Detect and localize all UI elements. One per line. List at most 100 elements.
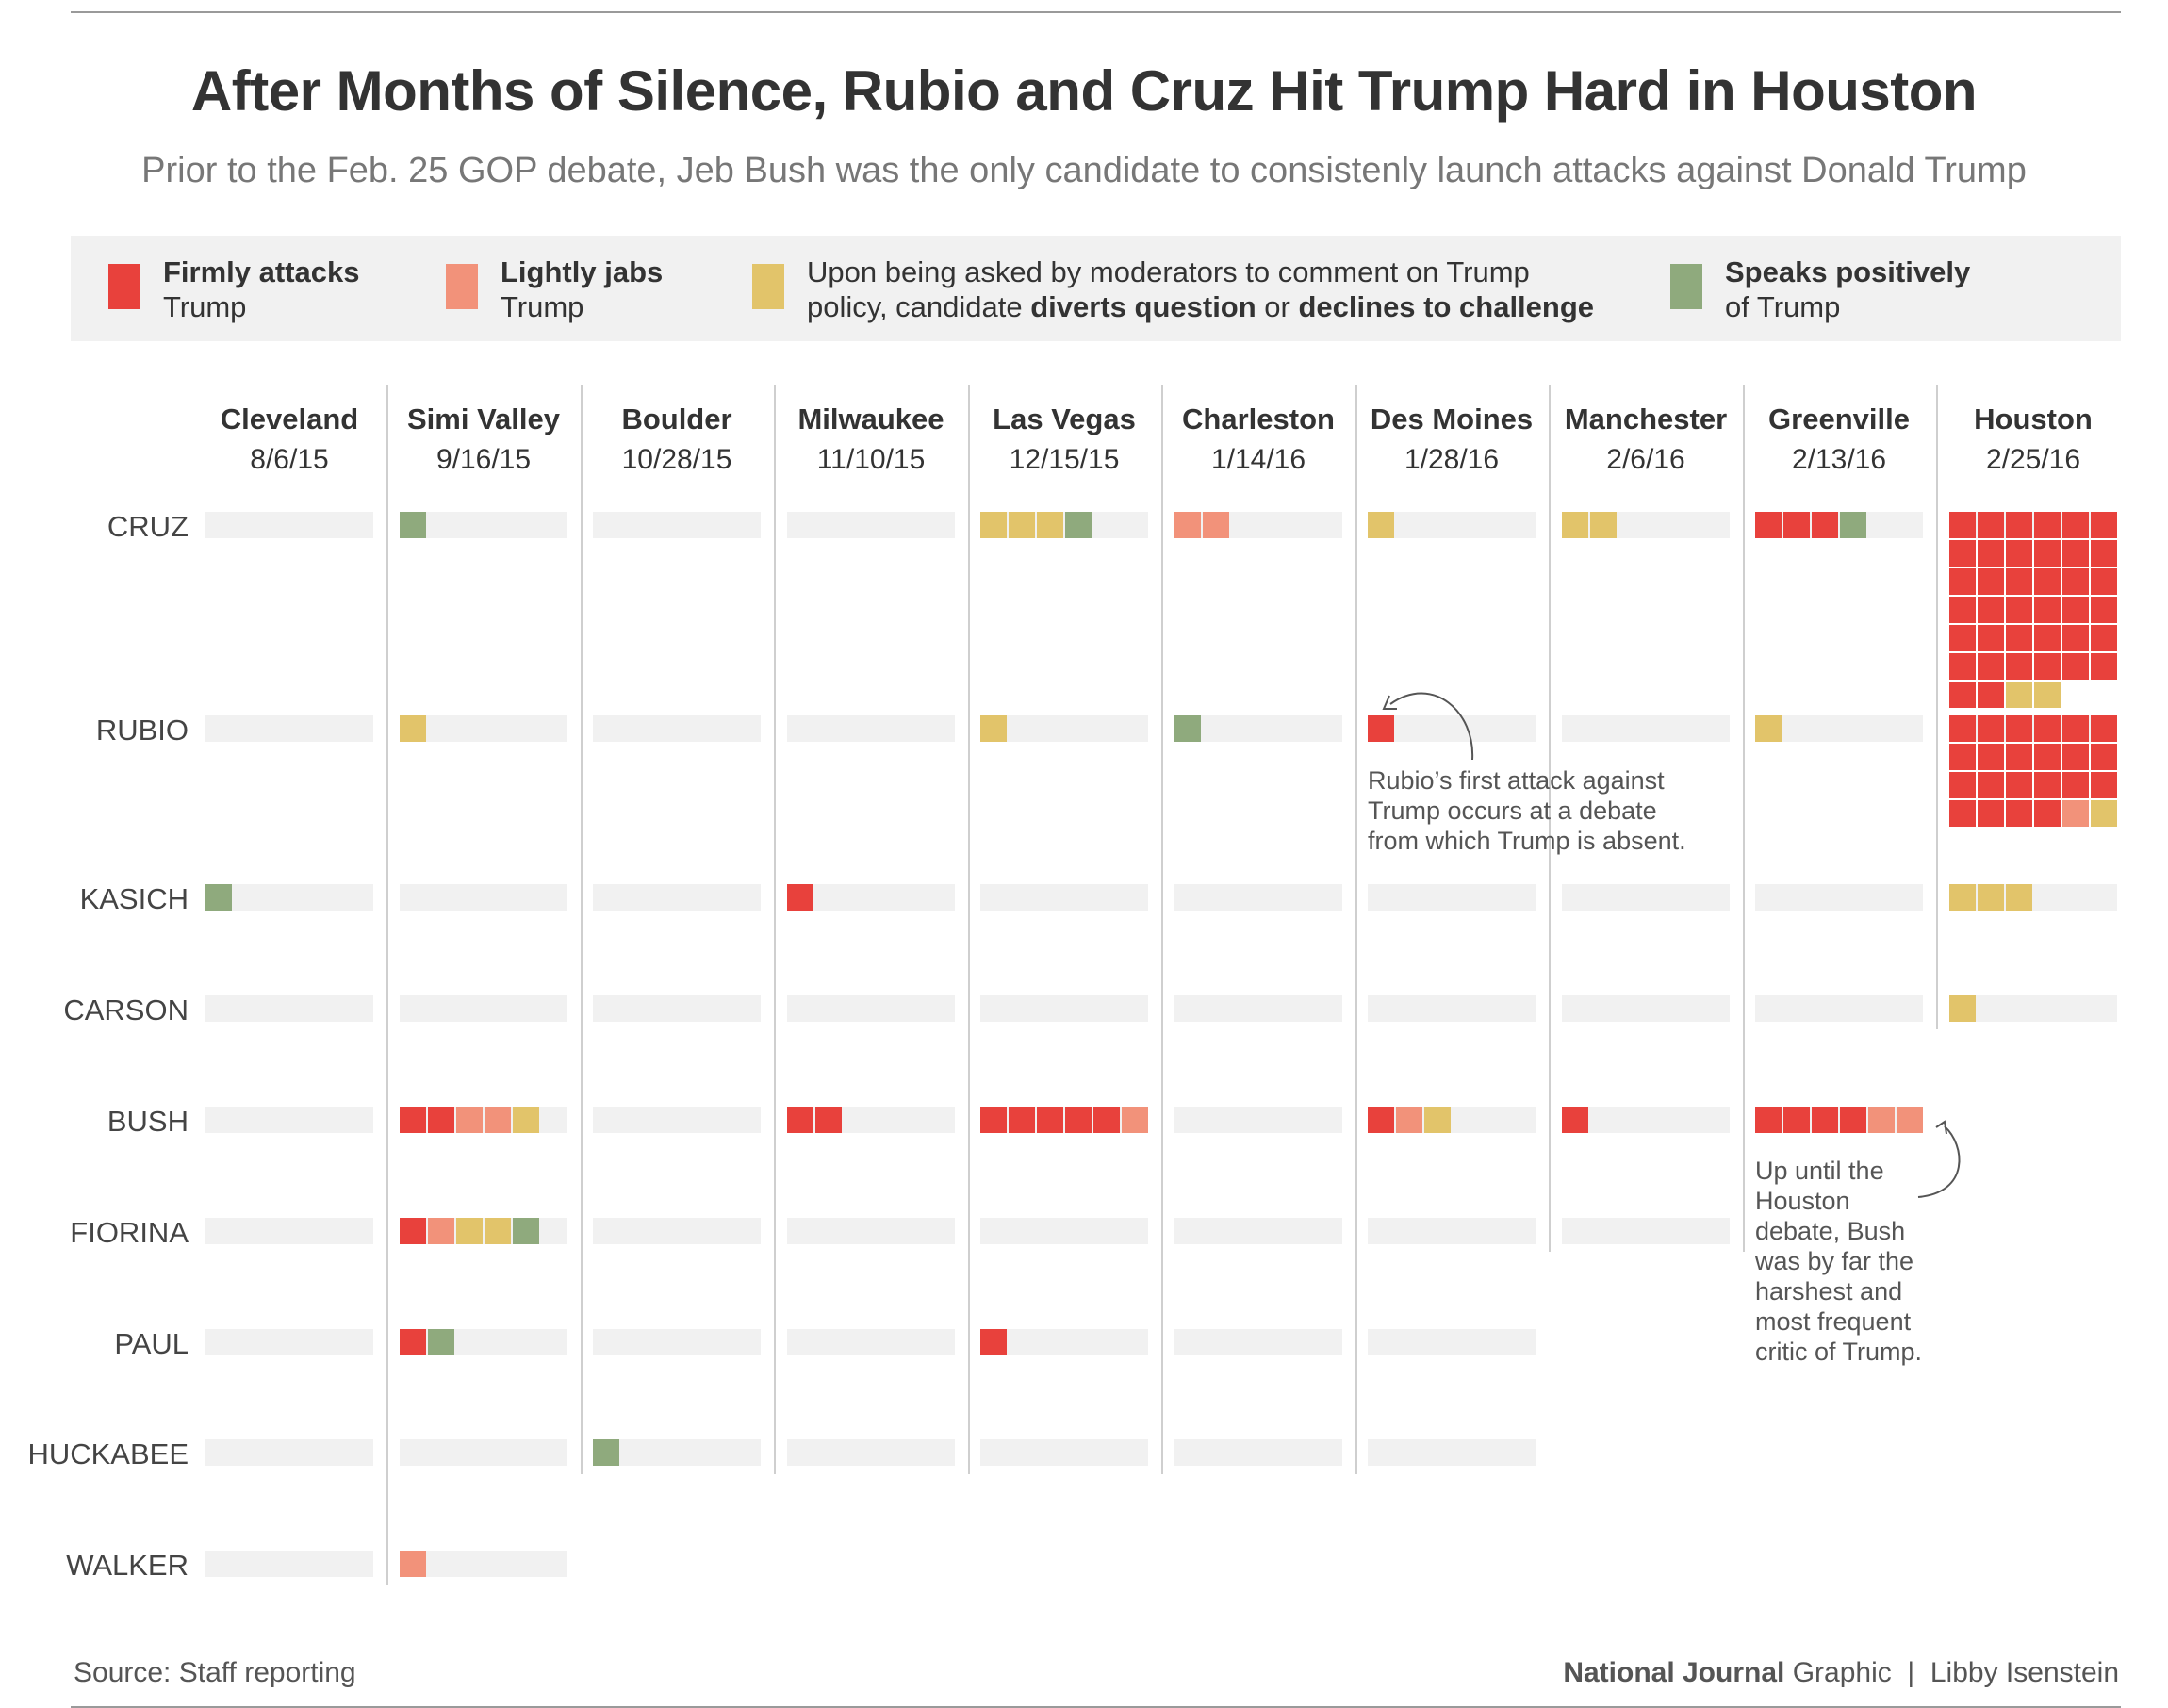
debate-city-label: Charleston: [1182, 402, 1335, 435]
statement-square: [1949, 800, 1976, 827]
debate-track: [205, 884, 373, 911]
statement-square: [1783, 512, 1810, 538]
statement-square: [1562, 1107, 1588, 1133]
statement-square: [2091, 772, 2117, 798]
legend-divert-line1: Upon being asked by moderators to commen…: [807, 255, 1530, 288]
debate-track: [205, 715, 373, 742]
statement-square: [513, 1107, 539, 1133]
candidate-label: CARSON: [63, 994, 189, 1026]
statement-square: [400, 1218, 426, 1244]
debate-city-label: Greenville: [1768, 402, 1910, 435]
debate-date-label: 1/14/16: [1211, 444, 1306, 475]
debate-city-label: Houston: [1974, 402, 2093, 435]
chart-subtitle: Prior to the Feb. 25 GOP debate, Jeb Bus…: [141, 151, 2027, 190]
debate-track: [1755, 995, 1923, 1022]
annotation-text: harshest and: [1755, 1277, 1902, 1306]
legend-item-light: Lightly jabs Trump: [446, 255, 663, 324]
statement-square: [1949, 682, 1976, 708]
statement-square: [400, 715, 426, 742]
statement-square: [2034, 744, 2061, 770]
debate-track: [400, 1107, 567, 1133]
debate-date-label: 1/28/16: [1404, 444, 1499, 475]
statement-square: [1203, 512, 1229, 538]
debate-track: [980, 1218, 1148, 1244]
legend-item-positive: Speaks positively of Trump: [1670, 255, 1970, 324]
statement-square: [2062, 772, 2089, 798]
legend-swatch-positive: [1670, 264, 1702, 309]
statement-square: [2062, 597, 2089, 623]
statement-square: [2091, 653, 2117, 680]
statement-square: [205, 884, 232, 911]
annotation-text: debate, Bush: [1755, 1217, 1905, 1245]
debate-track: [205, 1551, 373, 1577]
debate-date-label: 10/28/15: [622, 444, 732, 475]
statement-square: [1093, 1107, 1120, 1133]
debate-track: [400, 1218, 567, 1244]
statement-square: [456, 1107, 483, 1133]
annotation-text: most frequent: [1755, 1307, 1912, 1336]
chart-title: After Months of Silence, Rubio and Cruz …: [190, 59, 1978, 123]
debate-track: [1562, 995, 1730, 1022]
debate-track: [787, 1218, 955, 1244]
debate-track: [1174, 1329, 1342, 1355]
statement-square: [1562, 512, 1588, 538]
statement-square: [1897, 1107, 1923, 1133]
legend: Firmly attacks Trump Lightly jabs Trump …: [71, 236, 2121, 341]
statement-square: [1174, 512, 1201, 538]
debate-city-label: Milwaukee: [797, 402, 944, 435]
debate-track: [1368, 995, 1536, 1022]
annotation-arrow: [1917, 1125, 1961, 1198]
statement-square: [1949, 625, 1976, 651]
candidate-label: RUBIO: [96, 714, 189, 747]
statement-square: [1949, 653, 1976, 680]
statement-square: [1065, 512, 1092, 538]
debate-track: [1174, 995, 1342, 1022]
statement-square: [400, 512, 426, 538]
statement-square: [1978, 884, 2004, 911]
debate-track: [1368, 1329, 1536, 1355]
legend-light-rest: Trump: [501, 290, 584, 323]
legend-label-light: Lightly jabs Trump: [501, 255, 663, 324]
legend-swatch-firm: [108, 264, 140, 309]
candidate-label: HUCKABEE: [27, 1437, 189, 1470]
statement-square: [1396, 1107, 1422, 1133]
statement-square: [1978, 715, 2004, 742]
statement-square: [2034, 682, 2061, 708]
debate-track: [593, 715, 761, 742]
statement-square: [1978, 744, 2004, 770]
statement-square: [2006, 682, 2032, 708]
legend-label-firm: Firmly attacks Trump: [163, 255, 360, 324]
statement-square: [2062, 568, 2089, 595]
debate-track: [1174, 715, 1342, 742]
statement-square: [1174, 715, 1201, 742]
annotation-text: Up until the: [1755, 1157, 1884, 1185]
debate-date-label: 2/13/16: [1792, 444, 1886, 475]
debate-track: [980, 1439, 1148, 1466]
legend-item-firm: Firmly attacks Trump: [108, 255, 360, 324]
statement-square: [1368, 1107, 1394, 1133]
legend-light-bold: Lightly jabs: [501, 255, 664, 288]
debate-track: [205, 1329, 373, 1355]
annotation-text: was by far the: [1754, 1247, 1913, 1275]
debate-track: [400, 884, 567, 911]
annotation-text: Rubio’s first attack against: [1368, 766, 1665, 795]
candidate-label: PAUL: [114, 1327, 189, 1360]
debate-track: [400, 1439, 567, 1466]
debate-track: [1562, 884, 1730, 911]
annotation-arrowhead: [1382, 695, 1397, 710]
statement-square: [1009, 512, 1035, 538]
statement-square: [787, 884, 813, 911]
statement-square: [1978, 772, 2004, 798]
annotation-text: from which Trump is absent.: [1368, 827, 1686, 855]
debate-track: [205, 1218, 373, 1244]
statement-square: [1755, 512, 1782, 538]
debate-date-label: 11/10/15: [817, 444, 926, 475]
statement-square: [1949, 995, 1976, 1022]
statement-square: [1949, 884, 1976, 911]
legend-firm-bold: Firmly attacks: [163, 255, 360, 288]
legend-positive-bold: Speaks positively: [1725, 255, 1971, 288]
debate-track: [980, 995, 1148, 1022]
debate-track: [787, 884, 955, 911]
legend-swatch-light: [446, 264, 478, 309]
statement-square: [1978, 653, 2004, 680]
